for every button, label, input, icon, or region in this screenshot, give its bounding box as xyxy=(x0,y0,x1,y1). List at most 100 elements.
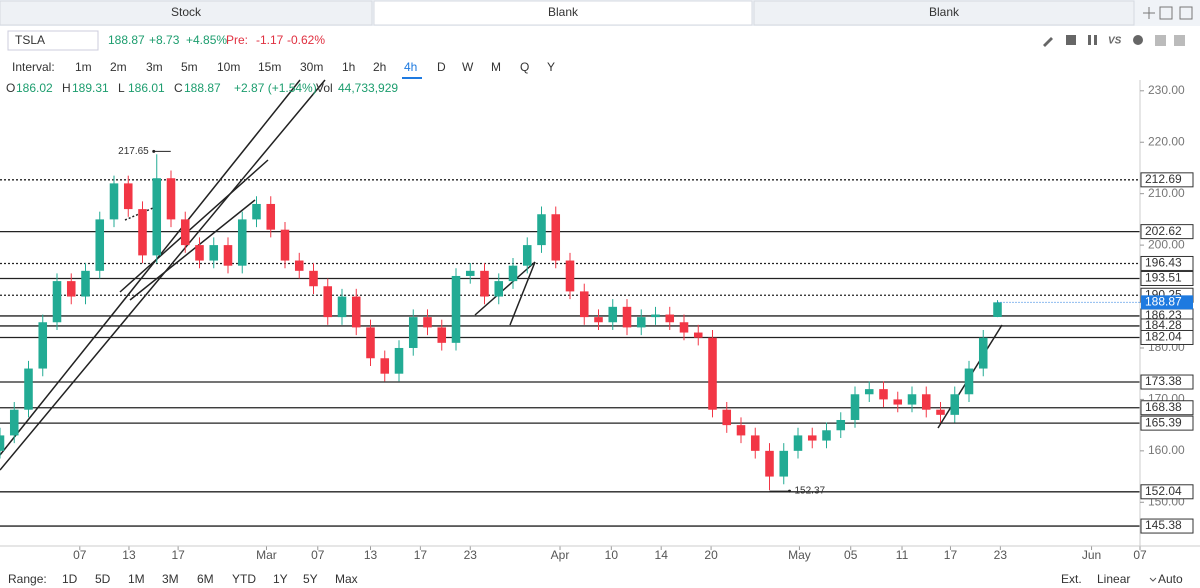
interval-option[interactable]: 1m xyxy=(75,60,92,74)
candle-body xyxy=(978,337,988,369)
auto[interactable]: Auto xyxy=(1158,572,1183,586)
level-label: 173.38 xyxy=(1145,374,1182,388)
range-option[interactable]: 3M xyxy=(162,572,179,586)
level-label: 165.39 xyxy=(1145,415,1182,429)
candle-body xyxy=(252,203,261,220)
dropdown-arrow xyxy=(1149,577,1157,582)
candle-body xyxy=(309,270,318,287)
candle-body xyxy=(81,270,90,297)
tab-active[interactable] xyxy=(373,0,753,26)
x-tick-label: 10 xyxy=(605,548,619,562)
interval-option[interactable]: Y xyxy=(547,60,555,74)
range-option[interactable]: 5D xyxy=(95,572,111,586)
y-tick-label: 210.00 xyxy=(1148,186,1185,200)
candle-body xyxy=(52,281,62,323)
candle-body xyxy=(380,358,390,374)
candle-body xyxy=(294,260,304,271)
candle-body xyxy=(152,178,162,256)
change-pct: +4.85% xyxy=(186,33,227,47)
x-tick-label: 05 xyxy=(844,548,858,562)
x-tick-label: 13 xyxy=(364,548,378,562)
interval-option[interactable]: 30m xyxy=(300,60,323,74)
interval-option[interactable]: 1h xyxy=(342,60,355,74)
tab-icons[interactable] xyxy=(1143,6,1193,20)
interval-option[interactable]: 3m xyxy=(146,60,163,74)
y-tick-label: 230.00 xyxy=(1148,83,1185,97)
candle-body xyxy=(24,368,33,410)
interval-option[interactable]: Q xyxy=(520,60,529,74)
x-tick-label: 13 xyxy=(122,548,136,562)
interval-option[interactable]: 2m xyxy=(110,60,127,74)
candle-body xyxy=(266,203,276,230)
y-tick-label: 220.00 xyxy=(1148,134,1185,148)
candle-body xyxy=(693,332,703,338)
y-tick-label: 200.00 xyxy=(1148,237,1185,251)
level-tag xyxy=(1140,484,1194,500)
candle-body xyxy=(551,214,561,261)
high-dot xyxy=(152,149,156,153)
candle-body xyxy=(622,306,632,328)
pre-change: -1.17 xyxy=(256,33,284,47)
svg-text:VS: VS xyxy=(1108,36,1122,47)
x-tick-label: 17 xyxy=(944,548,958,562)
price-tag xyxy=(1141,295,1193,310)
y-tick-label: 160.00 xyxy=(1148,443,1185,457)
candle-body xyxy=(480,270,489,297)
trend-line xyxy=(474,261,536,316)
candle-body xyxy=(950,394,960,415)
level-tag xyxy=(1140,400,1194,416)
interval-option[interactable]: W xyxy=(462,60,474,74)
interval-option[interactable]: 5m xyxy=(181,60,198,74)
candle-body xyxy=(594,317,603,323)
level-label: 168.38 xyxy=(1145,400,1182,414)
interval-option[interactable]: 4h xyxy=(404,60,417,74)
x-tick-label: Apr xyxy=(551,548,570,562)
range-option[interactable]: 1M xyxy=(128,572,145,586)
ohlc-value: 189.31 xyxy=(72,81,109,95)
range-option[interactable]: YTD xyxy=(232,572,256,586)
x-tick-label: Jun xyxy=(1082,548,1101,562)
candle-body xyxy=(9,409,19,436)
candle-body xyxy=(879,389,888,400)
candle-body xyxy=(636,317,646,328)
range-option[interactable]: 6M xyxy=(197,572,214,586)
x-tick-label: 07 xyxy=(311,548,325,562)
level-label: 184.28 xyxy=(1145,318,1182,332)
range-label: Range: xyxy=(8,572,47,586)
level-tag xyxy=(1140,415,1194,431)
candle-body xyxy=(209,245,219,261)
candle-body xyxy=(893,399,903,405)
trend-line xyxy=(0,79,301,456)
candle-body xyxy=(351,296,361,328)
level-label: 212.69 xyxy=(1145,172,1182,186)
level-tag xyxy=(1140,374,1194,390)
interval-option[interactable]: 2h xyxy=(373,60,386,74)
candle-body xyxy=(66,281,76,297)
ext[interactable]: Ext. xyxy=(1061,572,1082,586)
range-option[interactable]: Max xyxy=(335,572,358,586)
x-tick-label: 07 xyxy=(1133,548,1147,562)
scale-mode[interactable]: Linear xyxy=(1097,572,1130,586)
candle-body xyxy=(437,327,447,343)
interval-option[interactable]: D xyxy=(437,60,446,74)
tab[interactable] xyxy=(0,0,373,26)
candle-body xyxy=(223,245,233,266)
interval-option[interactable]: M xyxy=(491,60,501,74)
x-tick-label: 14 xyxy=(655,548,669,562)
change: +8.73 xyxy=(149,33,180,47)
pre-pct: -0.62% xyxy=(287,33,325,47)
tab[interactable] xyxy=(753,0,1135,26)
x-tick-label: 23 xyxy=(464,548,478,562)
level-label: 182.04 xyxy=(1145,330,1182,344)
candle-body xyxy=(337,296,347,318)
toolbar-icons[interactable]: VS xyxy=(1043,35,1185,47)
tab-label: Stock xyxy=(171,5,202,19)
interval-option[interactable]: 10m xyxy=(217,60,240,74)
ohlc-key: O xyxy=(6,81,15,95)
interval-option[interactable]: 15m xyxy=(258,60,281,74)
candle-body xyxy=(708,337,717,410)
range-option[interactable]: 1Y xyxy=(273,572,288,586)
symbol-input[interactable] xyxy=(7,30,99,51)
range-option[interactable]: 1D xyxy=(62,572,78,586)
range-option[interactable]: 5Y xyxy=(303,572,318,586)
